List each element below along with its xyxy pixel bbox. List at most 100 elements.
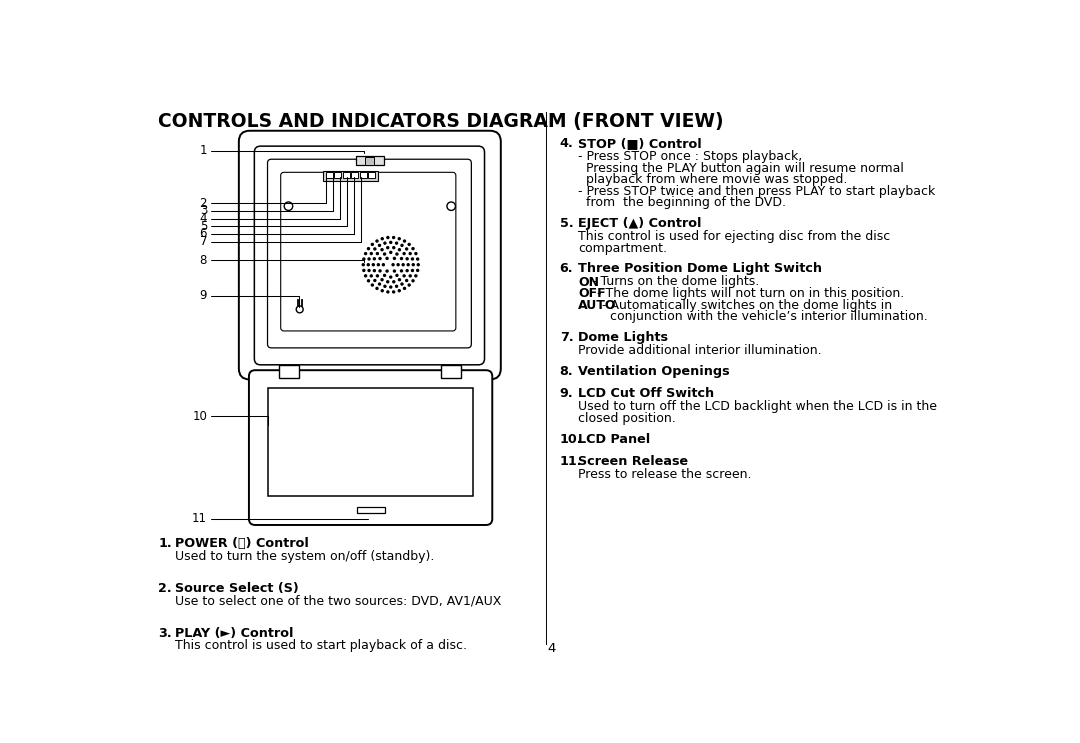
Circle shape: [368, 258, 370, 260]
Circle shape: [393, 257, 395, 259]
Circle shape: [393, 291, 394, 293]
Text: 9: 9: [200, 289, 207, 302]
Circle shape: [296, 306, 303, 313]
Text: STOP (■) Control: STOP (■) Control: [578, 137, 702, 150]
Text: This control is used to start playback of a disc.: This control is used to start playback o…: [175, 639, 468, 652]
Circle shape: [395, 242, 397, 244]
Text: 9.: 9.: [559, 387, 573, 400]
Circle shape: [415, 253, 417, 255]
Circle shape: [379, 258, 381, 259]
Text: compartment.: compartment.: [578, 241, 667, 255]
Circle shape: [386, 270, 388, 272]
Circle shape: [408, 284, 410, 286]
Bar: [326, 172, 333, 178]
Text: Pressing the PLAY button again will resume normal: Pressing the PLAY button again will resu…: [578, 161, 904, 175]
Text: 2.: 2.: [159, 582, 172, 595]
Circle shape: [379, 270, 381, 272]
Text: 1.: 1.: [159, 537, 172, 551]
Circle shape: [401, 270, 403, 272]
Circle shape: [390, 251, 392, 253]
Bar: [368, 172, 375, 178]
Bar: [351, 172, 359, 178]
Text: LCD Panel: LCD Panel: [578, 432, 650, 446]
Circle shape: [396, 274, 397, 276]
Circle shape: [390, 276, 392, 278]
Text: Provide additional interior illumination.: Provide additional interior illumination…: [578, 344, 822, 357]
Circle shape: [373, 264, 375, 266]
Circle shape: [403, 253, 405, 255]
Circle shape: [377, 264, 379, 266]
Text: 5.: 5.: [559, 217, 573, 230]
Bar: [365, 157, 375, 165]
Text: 11: 11: [192, 513, 207, 525]
Text: ON: ON: [578, 276, 599, 288]
Circle shape: [377, 253, 378, 255]
Circle shape: [401, 258, 403, 259]
Circle shape: [363, 270, 365, 271]
Circle shape: [406, 258, 408, 260]
Circle shape: [367, 264, 369, 266]
Circle shape: [370, 275, 373, 277]
Circle shape: [383, 274, 386, 276]
Circle shape: [396, 253, 397, 255]
Text: 7: 7: [200, 235, 207, 248]
Circle shape: [383, 253, 386, 255]
Bar: [360, 172, 367, 178]
Text: 4: 4: [546, 643, 555, 655]
Circle shape: [381, 249, 383, 250]
Circle shape: [406, 279, 407, 282]
Text: OFF: OFF: [578, 287, 606, 300]
Circle shape: [401, 283, 403, 285]
Circle shape: [387, 281, 389, 283]
Circle shape: [383, 285, 386, 288]
Circle shape: [387, 291, 389, 293]
Bar: [356, 156, 383, 166]
Text: 6.: 6.: [559, 262, 573, 276]
Bar: [342, 172, 350, 178]
Circle shape: [399, 279, 401, 281]
Circle shape: [387, 236, 389, 239]
Circle shape: [386, 257, 388, 259]
Text: 2: 2: [200, 197, 207, 210]
Text: 1: 1: [200, 144, 207, 158]
Circle shape: [403, 275, 405, 277]
Circle shape: [284, 202, 293, 210]
Circle shape: [372, 284, 374, 286]
Text: POWER (⏻) Control: POWER (⏻) Control: [175, 537, 309, 551]
Text: 5: 5: [200, 220, 207, 233]
Circle shape: [372, 244, 374, 245]
Text: 3: 3: [200, 204, 207, 217]
Circle shape: [365, 275, 366, 277]
FancyBboxPatch shape: [255, 146, 485, 365]
Text: Used to turn the system on/off (standby).: Used to turn the system on/off (standby)…: [175, 550, 434, 562]
FancyBboxPatch shape: [248, 370, 492, 525]
Circle shape: [374, 248, 376, 250]
Circle shape: [402, 264, 404, 266]
Circle shape: [387, 247, 389, 249]
Text: conjunction with the vehicle’s interior illumination.: conjunction with the vehicle’s interior …: [578, 310, 928, 323]
Circle shape: [407, 264, 409, 266]
Circle shape: [406, 270, 408, 272]
FancyBboxPatch shape: [239, 131, 501, 380]
Circle shape: [390, 286, 392, 288]
Circle shape: [417, 264, 419, 266]
Text: 10.: 10.: [559, 432, 582, 446]
Text: playback from where movie was stopped.: playback from where movie was stopped.: [578, 173, 848, 186]
Text: Use to select one of the two sources: DVD, AV1/AUX: Use to select one of the two sources: DV…: [175, 594, 502, 607]
Bar: [441, 365, 460, 378]
Circle shape: [370, 253, 373, 255]
FancyBboxPatch shape: [281, 172, 456, 331]
Circle shape: [374, 270, 376, 272]
Circle shape: [381, 279, 383, 281]
Circle shape: [378, 244, 380, 247]
Text: - Turns on the dome lights.: - Turns on the dome lights.: [589, 276, 759, 288]
Circle shape: [393, 270, 395, 272]
Circle shape: [411, 258, 414, 260]
Text: 4: 4: [200, 212, 207, 225]
Text: - The dome lights will not turn on in this position.: - The dome lights will not turn on in th…: [593, 287, 904, 300]
Text: closed position.: closed position.: [578, 412, 676, 425]
Circle shape: [393, 281, 395, 283]
Bar: [356, 507, 384, 513]
Circle shape: [447, 202, 456, 210]
Text: Used to turn off the LCD backlight when the LCD is in the: Used to turn off the LCD backlight when …: [578, 400, 937, 413]
